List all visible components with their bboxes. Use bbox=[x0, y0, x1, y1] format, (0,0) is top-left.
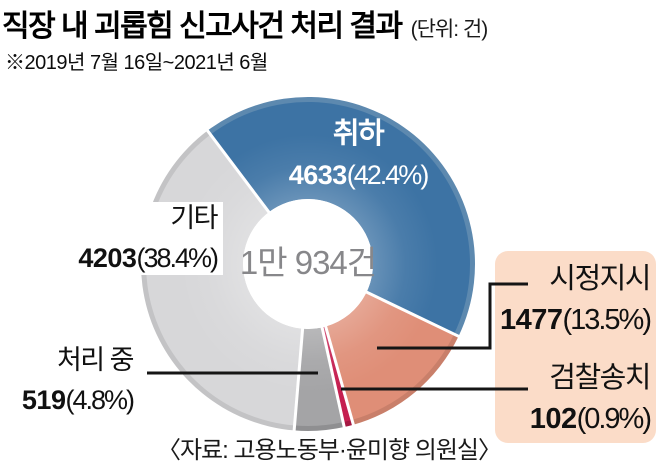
donut-segment-in-progress bbox=[294, 327, 344, 426]
callout-in-progress-label: 처리 중 bbox=[56, 345, 135, 375]
donut-segment-prosecution bbox=[322, 326, 352, 423]
donut-center-total: 1만 934건 bbox=[239, 244, 377, 281]
callout-prosecution-value: 102 bbox=[529, 403, 577, 435]
source-note: 〈자료: 고용노동부·윤미향 의원실〉 bbox=[156, 437, 502, 464]
callout-in-progress-values: 519(4.8%) bbox=[21, 385, 135, 415]
callout-in-progress-percent: (4.8%) bbox=[65, 385, 135, 415]
callout-correction-order-values: 1477(13.5%) bbox=[499, 304, 652, 336]
callout-correction-order-percent: (13.5%) bbox=[562, 304, 652, 336]
callout-withdrawn-label: 취하 bbox=[332, 118, 385, 150]
callout-correction-order: 시정지시 1477(13.5%) bbox=[499, 263, 652, 336]
donut-separator bbox=[292, 326, 305, 432]
callout-in-progress-value: 519 bbox=[21, 385, 66, 415]
callout-withdrawn-values: 4633(42.4%) bbox=[258, 162, 458, 189]
callout-other: 기타 4203(38.4%) bbox=[72, 202, 223, 275]
unit-note: (단위: 건) bbox=[410, 18, 489, 41]
donut-rim-correction-order bbox=[325, 292, 459, 425]
donut-segment-correction-order bbox=[325, 292, 455, 420]
callout-withdrawn-percent: (42.4%) bbox=[346, 160, 430, 190]
donut-separator bbox=[323, 324, 356, 427]
callout-in-progress: 처리 중 519(4.8%) bbox=[15, 344, 139, 417]
page-title: 직장 내 괴롭힘 신고사건 처리 결과 bbox=[2, 10, 403, 43]
donut-rim-prosecution bbox=[322, 326, 354, 428]
callout-other-value: 4203 bbox=[78, 243, 137, 273]
callout-prosecution-percent: (0.9%) bbox=[576, 403, 652, 435]
donut-separator bbox=[364, 289, 461, 339]
donut-rim-in-progress bbox=[294, 327, 345, 431]
callout-other-label: 기타 bbox=[170, 203, 218, 233]
header: 직장 내 괴롭힘 신고사건 처리 결과 (단위: 건) bbox=[2, 1, 489, 45]
callout-withdrawn-value: 4633 bbox=[288, 160, 348, 190]
leader-lines bbox=[147, 282, 528, 391]
callout-prosecution: 검찰송치 102(0.9%) bbox=[529, 362, 652, 435]
callout-correction-order-value: 1477 bbox=[499, 304, 563, 336]
callout-withdrawn: 취하 4633(42.4%) bbox=[258, 120, 458, 189]
callout-correction-order-label: 시정지시 bbox=[549, 263, 651, 295]
period-note: ※2019년 7월 16일~2021년 6월 bbox=[5, 52, 268, 74]
callout-prosecution-values: 102(0.9%) bbox=[529, 403, 652, 435]
callout-prosecution-label: 검찰송치 bbox=[549, 362, 651, 394]
donut-separator bbox=[320, 325, 346, 429]
callout-other-values: 4203(38.4%) bbox=[78, 243, 219, 273]
callout-other-percent: (38.4%) bbox=[136, 243, 219, 273]
